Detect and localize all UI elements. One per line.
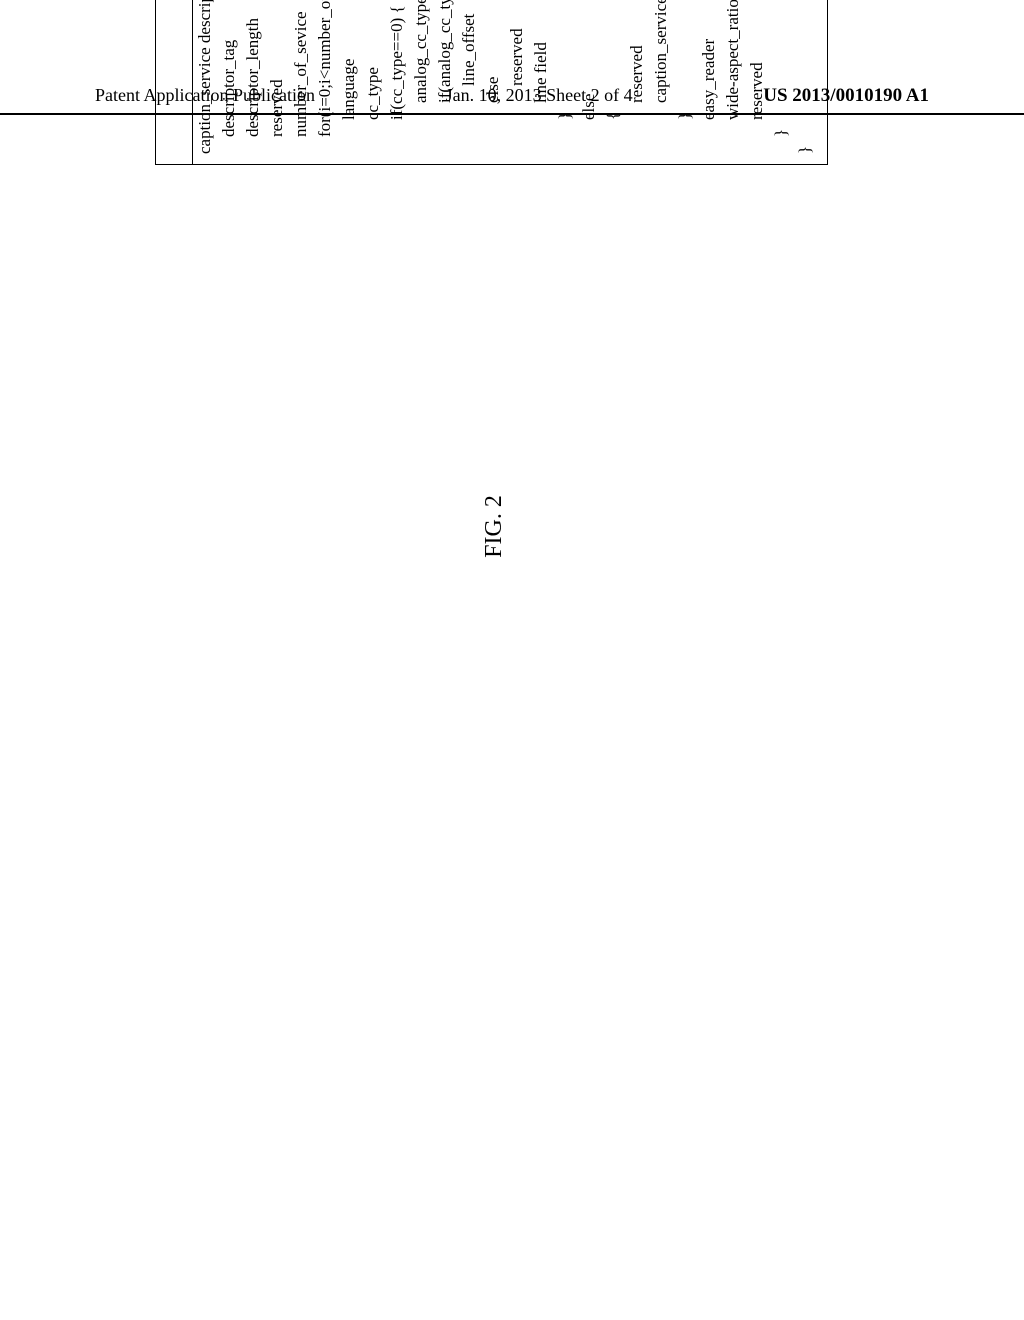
table-row: reserved1'1' <box>625 0 649 165</box>
cell-syntax: for(i=0;i<number_of_service;i++){ <box>313 0 337 165</box>
cell-syntax: cc_type <box>361 0 385 165</box>
cell-syntax: } <box>553 0 577 165</box>
cell-syntax: else <box>481 0 505 165</box>
table-row: line field1bslbf <box>529 0 553 165</box>
syntax-table: Syntax No. of Bits Format caption_servic… <box>155 0 828 165</box>
table-row: cc_type1bslbf <box>361 0 385 165</box>
table-row: reserved3'111' <box>265 0 289 165</box>
table-row: if(cc_type==0) { <box>385 0 409 165</box>
table-row: else <box>481 0 505 165</box>
cell-syntax: descriptor_tag <box>217 0 241 165</box>
table-row: caption_service descriptor(){ <box>193 0 218 165</box>
cell-syntax: language <box>337 0 361 165</box>
cell-syntax: caption_service_number <box>649 0 673 165</box>
table-row: caption_service_number6uimsbf <box>649 0 673 165</box>
cell-syntax: if(cc_type==0) { <box>385 0 409 165</box>
cell-syntax: caption_service descriptor(){ <box>193 0 218 165</box>
table-row: else <box>577 0 601 165</box>
cell-syntax: descriptor_length <box>241 0 265 165</box>
table-row: easy_reader1bslbf <box>697 0 721 165</box>
table-row: { <box>601 0 625 165</box>
table-row: analog_cc_type1bslbf <box>409 0 433 165</box>
table-row: number_of_sevice5uimsbf <box>289 0 313 165</box>
cell-syntax: easy_reader <box>697 0 721 165</box>
table-row: if(analog_cc_type==0) <box>433 0 457 165</box>
cell-syntax: } <box>673 0 697 165</box>
cell-syntax: number_of_sevice <box>289 0 313 165</box>
cell-syntax: reserved <box>745 0 769 165</box>
cell-syntax: } <box>793 0 828 165</box>
cell-syntax: wide-aspect_ratio <box>721 0 745 165</box>
table-row: descriptor_length8uimsbf <box>241 0 265 165</box>
table-row: wide-aspect_ratio1bslbf <box>721 0 745 165</box>
cell-syntax: { <box>601 0 625 165</box>
table-header-row: Syntax No. of Bits Format <box>156 0 193 165</box>
cell-syntax: reserved <box>625 0 649 165</box>
cell-syntax: reserved <box>505 0 529 165</box>
table-row: language8*3uimsbf <box>337 0 361 165</box>
table-row: } <box>553 0 577 165</box>
table-row: for(i=0;i<number_of_service;i++){ <box>313 0 337 165</box>
cell-syntax: analog_cc_type <box>409 0 433 165</box>
cell-syntax: line_offset <box>457 0 481 165</box>
cell-syntax: } <box>769 0 793 165</box>
figure-label: FIG. 2 <box>481 495 508 558</box>
table-row: reserved14'11111111111111' <box>745 0 769 165</box>
table-row: line_offset5 <box>457 0 481 165</box>
table-row: } <box>769 0 793 165</box>
syntax-table-wrap: Syntax No. of Bits Format caption_servic… <box>155 0 828 165</box>
table-row: reserved5uimsbf <box>505 0 529 165</box>
table-row: descriptor_tag80x86 <box>217 0 241 165</box>
cell-syntax: else <box>577 0 601 165</box>
cell-syntax: if(analog_cc_type==0) <box>433 0 457 165</box>
table-row: } <box>673 0 697 165</box>
table-body: caption_service descriptor(){ descriptor… <box>193 0 828 165</box>
cell-syntax: reserved <box>265 0 289 165</box>
cell-syntax: line field <box>529 0 553 165</box>
column-header-syntax: Syntax <box>156 0 193 165</box>
table-row: } <box>793 0 828 165</box>
